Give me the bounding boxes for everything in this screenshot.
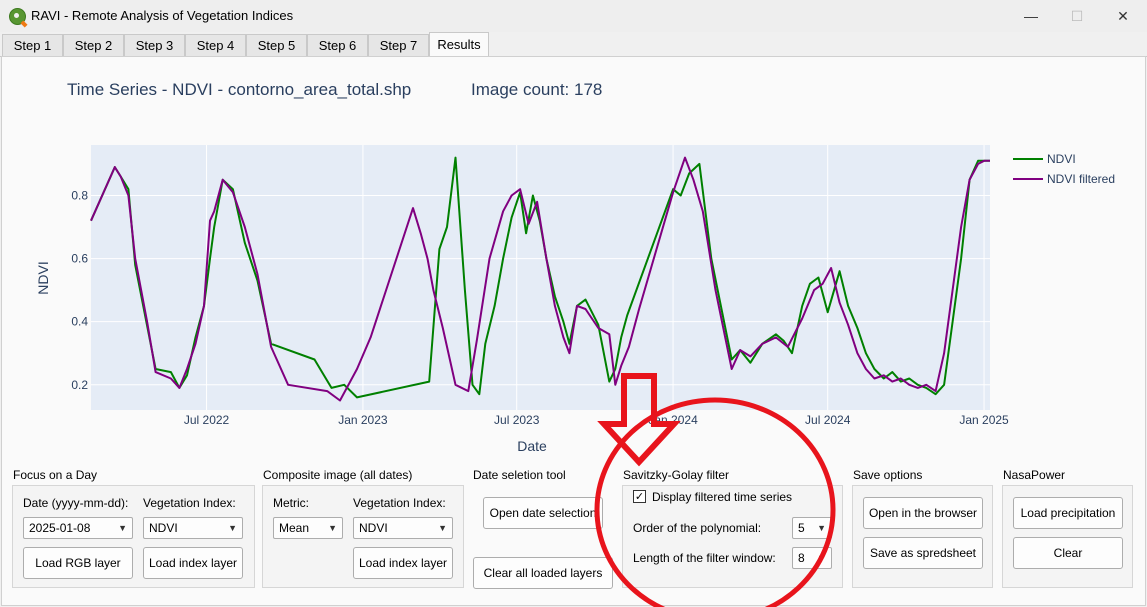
load-rgb-layer-button[interactable]: Load RGB layer: [23, 547, 133, 579]
date-select[interactable]: 2025-01-08 ▼: [23, 517, 133, 539]
x-tick-label: Jul 2022: [184, 413, 230, 427]
composite-index-label: Vegetation Index:: [353, 496, 446, 510]
metric-select[interactable]: Mean ▼: [273, 517, 343, 539]
x-tick-label: Jul 2024: [805, 413, 851, 427]
x-tick-label: Jan 2023: [338, 413, 388, 427]
open-date-selection-button[interactable]: Open date selection: [483, 497, 603, 529]
tab-step-2[interactable]: Step 2: [63, 34, 124, 56]
composite-title: Composite image (all dates): [263, 468, 413, 482]
date-selection-title: Date seletion tool: [473, 468, 566, 482]
vegetation-index-select[interactable]: NDVI ▼: [143, 517, 243, 539]
tab-results[interactable]: Results: [429, 32, 489, 57]
tab-step-4[interactable]: Step 4: [185, 34, 246, 56]
plot-title: Time Series - NDVI - contorno_area_total…: [67, 80, 412, 99]
close-button[interactable]: ✕: [1117, 8, 1129, 24]
metric-value: Mean: [279, 521, 310, 535]
y-tick-label: 0.6: [71, 252, 88, 266]
tab-step-1[interactable]: Step 1: [2, 34, 63, 56]
y-axis-label: NDVI: [35, 261, 51, 294]
image-count: Image count: 178: [471, 80, 603, 99]
filter-window-label: Length of the filter window:: [633, 551, 776, 565]
date-select-value: 2025-01-08: [29, 521, 91, 535]
legend-ndvi-label: NDVI: [1047, 152, 1076, 166]
load-precipitation-button[interactable]: Load precipitation: [1013, 497, 1123, 529]
composite-index-value: NDVI: [359, 521, 388, 535]
x-tick-label: Jan 2024: [648, 413, 698, 427]
clear-all-layers-button[interactable]: Clear all loaded layers: [473, 557, 613, 589]
tab-step-5[interactable]: Step 5: [246, 34, 307, 56]
qgis-logo-icon: [9, 8, 26, 25]
chevron-down-icon: ▼: [817, 553, 826, 563]
polynomial-order-label: Order of the polynomial:: [633, 521, 762, 535]
legend-ndvi-filtered-label: NDVI filtered: [1047, 172, 1115, 186]
y-tick-label: 0.8: [71, 188, 88, 202]
chevron-down-icon: ▼: [118, 523, 127, 533]
filter-window-select[interactable]: 8 ▼: [792, 547, 832, 569]
save-options-title: Save options: [853, 468, 923, 482]
load-index-layer-button[interactable]: Load index layer: [143, 547, 243, 579]
title-bar: RAVI - Remote Analysis of Vegetation Ind…: [0, 0, 1147, 32]
display-filtered-label: Display filtered time series: [652, 490, 793, 504]
tab-step-7[interactable]: Step 7: [368, 34, 429, 56]
x-axis-label: Date: [517, 438, 547, 454]
maximize-button[interactable]: ☐: [1070, 8, 1084, 24]
y-tick-label: 0.4: [71, 315, 88, 329]
polynomial-order-value: 5: [798, 521, 805, 535]
filter-window-value: 8: [798, 551, 805, 565]
metric-label: Metric:: [273, 496, 309, 510]
chevron-down-icon: ▼: [228, 523, 237, 533]
minimize-button[interactable]: —: [1024, 8, 1038, 24]
ndvi-filtered-series-line[interactable]: [90, 156, 990, 402]
nasapower-title: NasaPower: [1003, 468, 1066, 482]
chevron-down-icon: ▼: [328, 523, 337, 533]
save-spreadsheet-button[interactable]: Save as spredsheet: [863, 537, 983, 569]
date-label: Date (yyyy-mm-dd):: [23, 496, 129, 510]
composite-index-select[interactable]: NDVI ▼: [353, 517, 453, 539]
chevron-down-icon: ▼: [817, 523, 826, 533]
display-filtered-checkbox[interactable]: ✓: [633, 490, 646, 503]
vegetation-index-label: Vegetation Index:: [143, 496, 236, 510]
x-tick-label: Jan 2025: [959, 413, 1009, 427]
open-in-browser-button[interactable]: Open in the browser: [863, 497, 983, 529]
nasapower-clear-button[interactable]: Clear: [1013, 537, 1123, 569]
legend[interactable]: NDVI NDVI filtered: [1013, 152, 1115, 186]
tab-step-6[interactable]: Step 6: [307, 34, 368, 56]
focus-day-title: Focus on a Day: [13, 468, 98, 482]
tab-step-3[interactable]: Step 3: [124, 34, 185, 56]
window-title: RAVI - Remote Analysis of Vegetation Ind…: [31, 8, 294, 23]
polynomial-order-select[interactable]: 5 ▼: [792, 517, 832, 539]
vegetation-index-value: NDVI: [149, 521, 178, 535]
chevron-down-icon: ▼: [438, 523, 447, 533]
y-tick-label: 0.2: [71, 378, 88, 392]
x-tick-label: Jul 2023: [494, 413, 540, 427]
savgol-title: Savitzky-Golay filter: [623, 468, 730, 482]
composite-load-index-button[interactable]: Load index layer: [353, 547, 453, 579]
